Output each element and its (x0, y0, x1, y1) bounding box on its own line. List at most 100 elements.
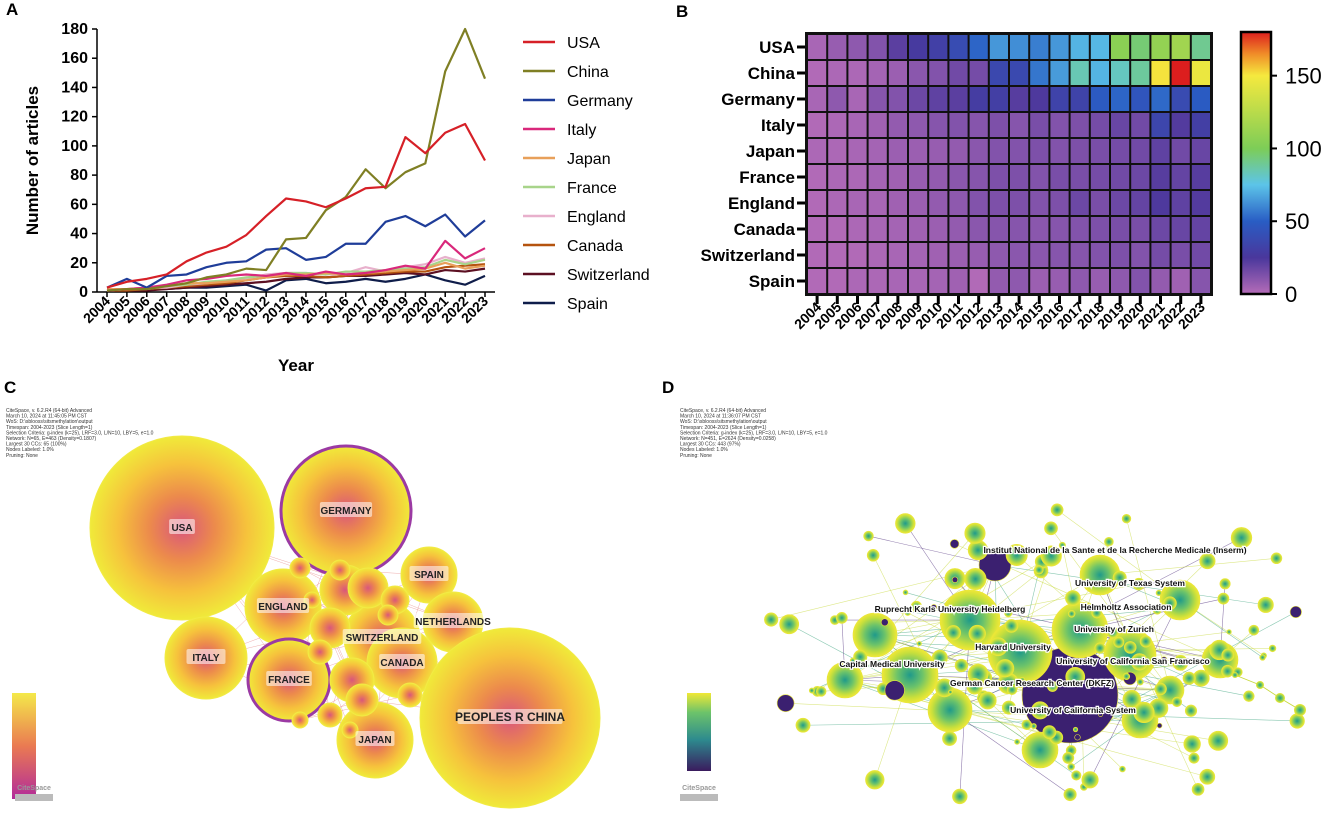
institution-node (988, 637, 1008, 657)
network-header-line: Timespan: 2004-2023 (Slice Length=1) (680, 425, 767, 431)
heatmap-cell (1171, 243, 1190, 267)
institution-node (895, 513, 916, 534)
heatmap-cell (1151, 139, 1170, 163)
institution-node (1230, 527, 1253, 549)
institution-label: University of Zurich (1074, 624, 1154, 634)
heatmap-cell (1131, 191, 1150, 215)
country-label: ITALY (192, 653, 220, 664)
institution-node (1072, 726, 1079, 733)
institution-node (930, 604, 937, 611)
institution-node (1062, 751, 1075, 764)
series-line-italy (106, 239, 486, 292)
heatmap-cell (1111, 217, 1130, 241)
heatmap-cell (1030, 217, 1049, 241)
institution-node (1208, 730, 1229, 751)
heatmap-cell (868, 191, 887, 215)
heatmap-cell (1010, 165, 1029, 189)
institution-node (1067, 610, 1076, 618)
minor-node (291, 711, 309, 729)
heatmap-cell (969, 61, 988, 85)
heatmap-cell (1090, 35, 1109, 59)
heatmap-cell (929, 61, 948, 85)
row-label: Japan (746, 142, 795, 161)
institution-node (866, 549, 880, 562)
heatmap-cell (929, 191, 948, 215)
heatmap-cell (1171, 113, 1190, 137)
legend-label: China (567, 64, 609, 81)
heatmap-cell (848, 217, 867, 241)
network-header-line: Pruning: None (6, 453, 38, 459)
heatmap-cell (1171, 217, 1190, 241)
country-label-bg (256, 598, 310, 613)
institution-node (1074, 734, 1081, 741)
heatmap-cell (969, 191, 988, 215)
heatmap-cell (969, 35, 988, 59)
heatmap-cell (1191, 35, 1210, 59)
institution-node (1015, 679, 1025, 689)
institution-node (1184, 704, 1198, 717)
institution-node (1031, 701, 1050, 720)
minor-node (345, 683, 379, 717)
network-header-line: Pruning: None (680, 453, 712, 459)
institution-node (1199, 553, 1216, 570)
heatmap-cell (808, 243, 827, 267)
network-edge (1089, 599, 1181, 780)
heatmap-cell (1050, 35, 1069, 59)
heatmap-cell (1070, 243, 1089, 267)
heatmap-cell (1090, 87, 1109, 111)
country-label-bg (342, 629, 422, 644)
network-header-line: Selection Criteria: g-index (k=25), LRF=… (6, 430, 154, 436)
heatmap-cell (888, 87, 907, 111)
heatmap-cell (929, 139, 948, 163)
heatmap-cell (1111, 139, 1130, 163)
minor-node (341, 721, 359, 739)
heatmap-cell (1151, 269, 1170, 293)
institution-node (910, 600, 923, 613)
panel-label-d: D (662, 378, 675, 397)
network-header-line: Largest 30 CCs: 65 (100%) (6, 442, 67, 448)
heatmap-cell (888, 191, 907, 215)
institution-node (1199, 768, 1216, 785)
institution-node (1132, 577, 1146, 591)
heatmap-cell (1171, 61, 1190, 85)
citespace-logo: CiteSpace (17, 785, 51, 792)
heatmap-cell (909, 165, 928, 189)
institution-node (968, 624, 986, 643)
heatmap-cell (949, 87, 968, 111)
institution-node (952, 788, 968, 805)
heatmap-cell (1010, 191, 1029, 215)
country-label: FRANCE (268, 675, 310, 686)
heatmap-cell (909, 217, 928, 241)
institution-node (1122, 672, 1131, 681)
heatmap-cell (828, 269, 847, 293)
series-line-germany (106, 213, 486, 289)
heatmap-cell (828, 61, 847, 85)
heatmap-cell (1090, 113, 1109, 137)
institution-node (978, 691, 997, 710)
institution-node (1001, 700, 1016, 715)
institution-node (1099, 627, 1106, 634)
institution-node (1289, 713, 1305, 729)
heatmap-cell (1050, 87, 1069, 111)
network-header-line: March 10, 2024 at 11:45:05 PM CST (6, 414, 87, 420)
network-edge (1056, 509, 1181, 601)
heatmap-cell (949, 61, 968, 85)
heatmap-cell (989, 61, 1008, 85)
heatmap-cell (1070, 113, 1089, 137)
heatmap-cell (868, 113, 887, 137)
heatmap-cell (828, 217, 847, 241)
heatmap-cell (828, 191, 847, 215)
heatmap-cell (1131, 87, 1150, 111)
heatmap-cell (1171, 165, 1190, 189)
heatmap-cell (989, 113, 1008, 137)
institution-node (1275, 693, 1285, 703)
institution-label: Capital Medical University (839, 659, 945, 669)
institution-node (1152, 605, 1162, 615)
heatmap-cell (1171, 87, 1190, 111)
heatmap-cell (989, 165, 1008, 189)
institution-node (1004, 608, 1013, 618)
institution-node (1117, 660, 1122, 666)
heatmap-cell (868, 139, 887, 163)
heatmap-cell (848, 35, 867, 59)
colorbar-tick-label: 0 (1285, 282, 1297, 307)
